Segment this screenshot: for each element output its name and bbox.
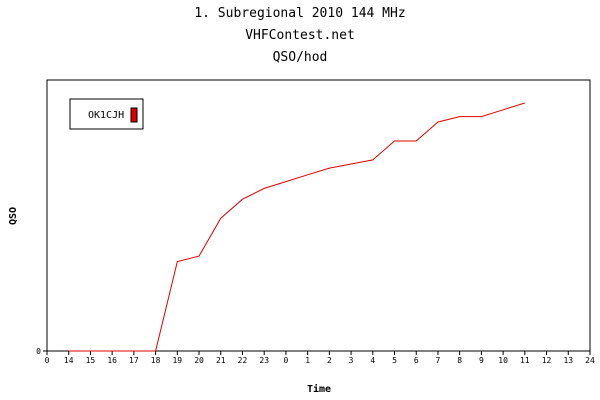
y-axis-title: QSO: [8, 207, 19, 225]
x-tick-label: 22: [238, 356, 248, 365]
x-tick-label: 1: [305, 356, 310, 365]
x-tick-label: 4: [370, 356, 375, 365]
x-tick-label: 6: [414, 356, 419, 365]
x-axis-ticks: 0 14 15 16 17 18 19 20 21 22 23 0 1 2 3 4 5 6 7 8 9 10 11 12 13 2…: [45, 351, 595, 365]
plot-area: [46, 79, 591, 352]
chart-metric-title: QSO/hod: [272, 50, 328, 65]
legend-swatch: [130, 107, 138, 123]
x-tick-label: 11: [520, 356, 530, 365]
x-tick-label: 16: [107, 356, 117, 365]
x-tick-label: 15: [86, 356, 96, 365]
x-tick-label: 8: [457, 356, 462, 365]
plot-border: [46, 79, 591, 352]
x-tick-label: 19: [172, 356, 182, 365]
chart-title: 1. Subregional 2010 144 MHz: [194, 6, 406, 21]
x-tick-label: 2: [327, 356, 332, 365]
x-tick-label: 12: [542, 356, 552, 365]
x-tick-label: 18: [151, 356, 161, 365]
x-tick-label: 17: [129, 356, 139, 365]
series-line: [68, 102, 525, 352]
series-layer: [68, 102, 525, 352]
y-axis-ticks: 0: [36, 347, 47, 356]
x-tick-label: 5: [392, 356, 397, 365]
x-tick-label: 9: [479, 356, 484, 365]
y-tick-label: 0: [36, 347, 41, 356]
x-tick-label: 23: [259, 356, 269, 365]
x-axis-title: Time: [307, 383, 331, 395]
x-tick-label: 20: [194, 356, 204, 365]
x-tick-label: 3: [349, 356, 354, 365]
legend-label: OK1CJH: [88, 110, 124, 121]
x-tick-label: 0: [45, 356, 50, 365]
x-tick-label: 24: [585, 356, 595, 365]
chart-subtitle: VHFContest.net: [245, 28, 355, 43]
x-tick-label: 0: [284, 356, 289, 365]
x-tick-label: 7: [436, 356, 441, 365]
x-tick-label: 21: [216, 356, 226, 365]
x-tick-label: 13: [563, 356, 573, 365]
x-tick-label: 10: [498, 356, 508, 365]
legend: OK1CJH: [69, 98, 144, 130]
x-tick-label: 14: [64, 356, 74, 365]
